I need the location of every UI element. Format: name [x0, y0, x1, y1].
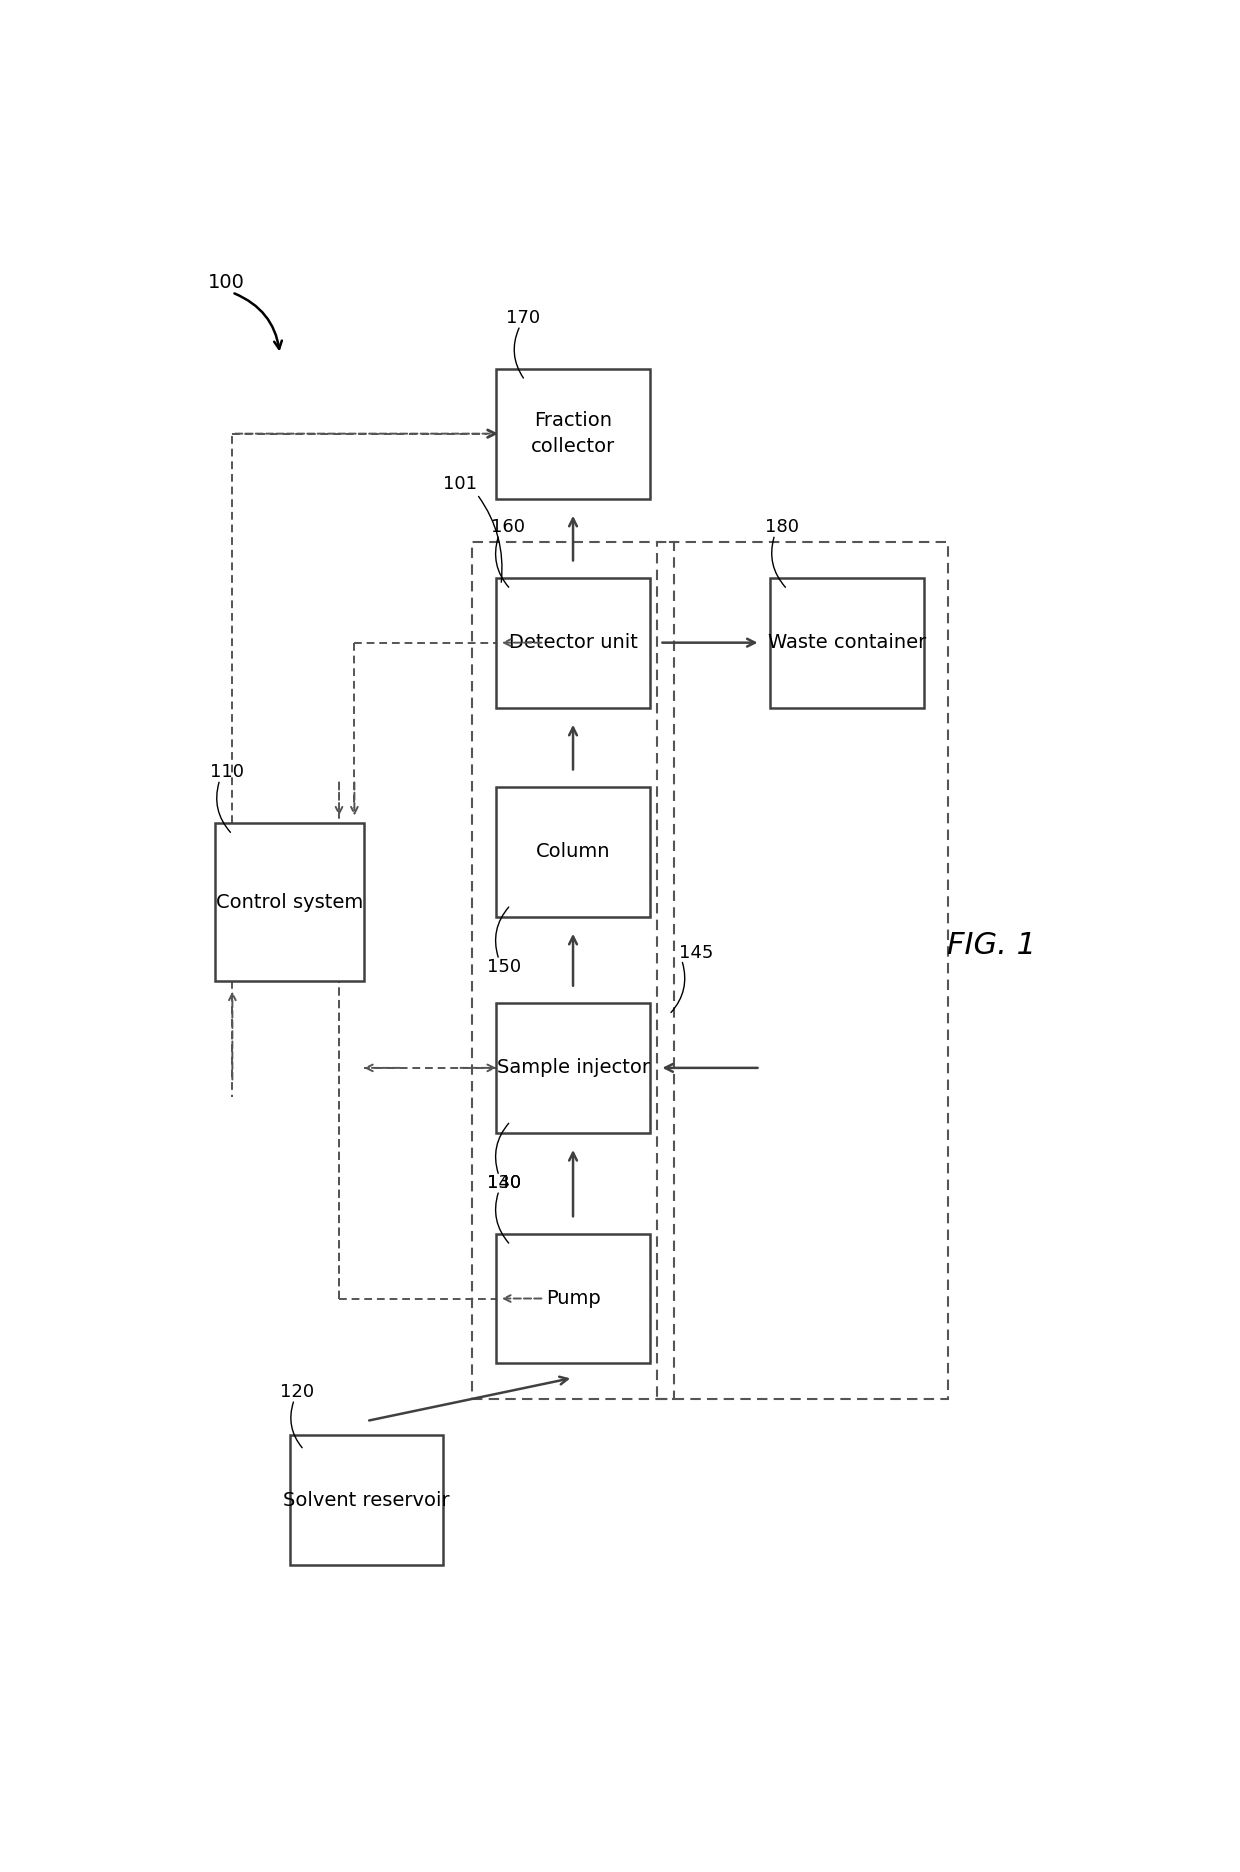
Text: Column: Column [536, 842, 610, 861]
Text: FIG. 1: FIG. 1 [946, 930, 1035, 960]
Text: Fraction
collector: Fraction collector [531, 410, 615, 457]
Text: 100: 100 [208, 273, 244, 292]
Text: 150: 150 [486, 958, 521, 975]
Text: 140: 140 [486, 1174, 521, 1192]
Bar [770, 578, 924, 708]
Text: 170: 170 [506, 309, 539, 328]
Bar [215, 824, 365, 981]
Text: 130: 130 [486, 1174, 521, 1192]
Text: Pump: Pump [546, 1290, 600, 1309]
Bar [290, 1436, 444, 1565]
Text: 180: 180 [765, 519, 800, 537]
Text: Detector unit: Detector unit [508, 633, 637, 651]
Bar [496, 786, 650, 917]
Bar [496, 578, 650, 708]
Text: 101: 101 [444, 475, 477, 492]
Text: Solvent reservoir: Solvent reservoir [283, 1490, 450, 1511]
Text: 160: 160 [491, 519, 526, 537]
Text: 120: 120 [280, 1383, 314, 1402]
Text: 145: 145 [678, 943, 713, 962]
Bar [496, 1234, 650, 1363]
Text: 110: 110 [211, 764, 244, 781]
Text: Control system: Control system [216, 893, 363, 912]
Bar [496, 1003, 650, 1133]
Text: Sample injector: Sample injector [496, 1058, 650, 1078]
Bar [657, 541, 947, 1400]
Bar [496, 369, 650, 498]
Bar [472, 541, 675, 1400]
Text: Waste container: Waste container [768, 633, 926, 651]
